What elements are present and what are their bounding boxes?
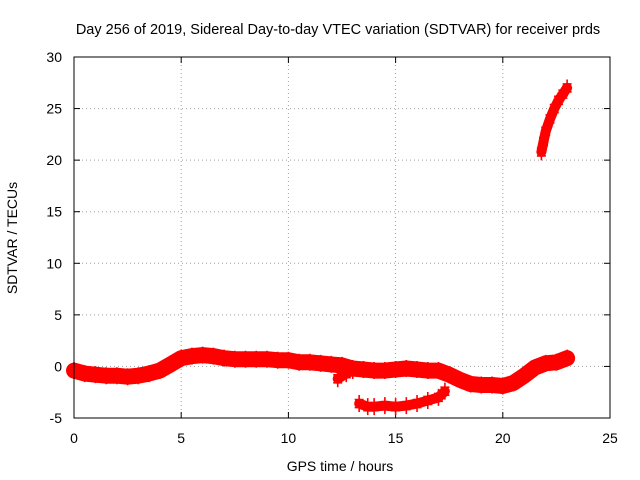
data-point-main-band	[551, 361, 561, 371]
data-point-late-rise	[554, 99, 564, 109]
data-point-main-band	[466, 383, 476, 393]
data-point-main-band	[101, 375, 111, 385]
data-point-main-band	[90, 374, 100, 384]
data-point-main-band	[498, 385, 508, 395]
data-point-main-band	[283, 359, 293, 369]
y-tick-label: 20	[46, 152, 62, 168]
data-point-main-band	[208, 355, 218, 365]
axis-ticks: 0 5 10 15 20 25 -5 0 5 10 15 20 25 30	[46, 49, 618, 446]
data-point-main-band	[444, 374, 454, 384]
x-tick-label: 15	[388, 430, 404, 446]
data-point-late-rise	[539, 141, 549, 151]
data-point-main-band	[273, 359, 283, 369]
data-point-main-band	[80, 373, 90, 383]
data-point-late-rise	[536, 151, 546, 161]
data-point-main-band	[433, 370, 443, 380]
data-point-main-band	[133, 375, 143, 385]
data-point-main-band	[509, 382, 519, 392]
data-point-main-band	[165, 363, 175, 373]
data-point-main-band	[305, 361, 315, 371]
data-point-lower-arc	[401, 405, 411, 415]
data-point-main-band	[262, 358, 272, 368]
data-point-main-band	[476, 384, 486, 394]
data-point-main-band	[176, 357, 186, 367]
data-point-main-band	[519, 375, 529, 385]
plot-frame	[73, 56, 611, 419]
data-point-main-band	[123, 376, 133, 386]
data-point-lower-arc	[423, 399, 433, 409]
series-band-short-segment	[332, 364, 369, 384]
data-point-main-band	[487, 384, 497, 394]
data-point-main-band	[326, 363, 336, 373]
x-tick-label: 25	[602, 430, 618, 446]
x-tick-label: 5	[177, 430, 185, 446]
data-point-lower-arc	[369, 406, 379, 416]
data-point-late-rise	[549, 108, 559, 118]
data-point-late-rise	[558, 93, 568, 103]
data-point-main-band	[155, 370, 165, 380]
data-point-main-band	[562, 357, 572, 367]
data-point-main-band	[112, 375, 122, 385]
data-point-main-band	[230, 358, 240, 368]
data-point-lower-arc	[440, 390, 450, 400]
x-tick-label: 20	[495, 430, 511, 446]
data-point-lower-arc	[354, 403, 364, 413]
data-point-main-band	[316, 362, 326, 372]
data-point-main-band	[198, 354, 208, 364]
data-point-short-segment	[358, 369, 368, 379]
data-point-lower-arc	[391, 406, 401, 416]
data-point-main-band	[144, 373, 154, 383]
y-tick-label: 30	[46, 49, 62, 65]
data-point-main-band	[369, 370, 379, 380]
data-point-lower-arc	[380, 405, 390, 415]
data-point-main-band	[380, 370, 390, 380]
x-tick-label: 0	[70, 430, 78, 446]
data-point-main-band	[412, 369, 422, 379]
data-point-late-rise	[562, 87, 572, 97]
data-point-main-band	[241, 358, 251, 368]
y-tick-label: 5	[54, 307, 62, 323]
data-point-late-rise	[545, 118, 555, 128]
data-points	[66, 79, 576, 416]
data-point-short-segment	[341, 373, 351, 383]
data-point-main-band	[455, 379, 465, 389]
data-point-main-band	[219, 357, 229, 367]
data-point-late-rise	[541, 130, 551, 140]
y-axis-label: SDTVAR / TECUs	[4, 182, 20, 294]
data-point-main-band	[423, 370, 433, 380]
data-point-short-segment	[348, 370, 358, 380]
y-tick-label: 15	[46, 204, 62, 220]
y-tick-label: 0	[54, 358, 62, 374]
data-point-main-band	[391, 369, 401, 379]
data-point-main-band	[401, 367, 411, 377]
data-point-lower-arc	[412, 403, 422, 413]
data-point-short-segment	[333, 378, 343, 388]
y-tick-label: -5	[50, 410, 63, 426]
y-tick-label: 10	[46, 255, 62, 271]
data-point-main-band	[541, 362, 551, 372]
data-point-main-band	[530, 366, 540, 376]
data-point-lower-arc	[433, 396, 443, 406]
data-point-main-band	[294, 361, 304, 371]
data-point-main-band	[187, 355, 197, 365]
data-point-main-band	[251, 358, 261, 368]
y-tick-label: 25	[46, 101, 62, 117]
x-axis-label: GPS time / hours	[287, 458, 394, 474]
chart-title: Day 256 of 2019, Sidereal Day-to-day VTE…	[76, 22, 600, 38]
x-tick-label: 10	[281, 430, 297, 446]
